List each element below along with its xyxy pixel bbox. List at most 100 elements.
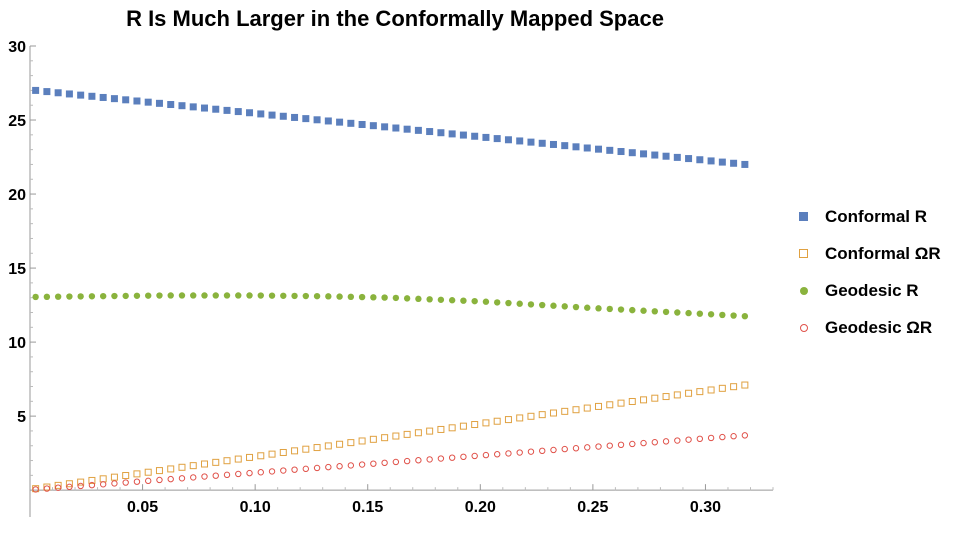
data-point: [741, 432, 749, 439]
data-point: [234, 455, 242, 463]
data-point: [437, 129, 445, 137]
data-point: [415, 457, 422, 464]
data-point: [640, 439, 647, 447]
data-point: [257, 469, 264, 476]
data-point: [144, 98, 152, 106]
data-point: [741, 312, 749, 320]
data-point: [426, 128, 434, 136]
data-point: [673, 153, 681, 161]
data-point: [606, 305, 613, 313]
data-point: [730, 159, 738, 167]
data-point: [167, 475, 174, 483]
data-point: [280, 292, 287, 299]
data-point: [358, 461, 366, 468]
data-point: [617, 399, 625, 407]
data-point: [77, 482, 84, 490]
data-point: [707, 386, 715, 394]
data-point: [291, 466, 298, 473]
data-point: [437, 455, 445, 462]
y-tick-label: 25: [8, 113, 26, 130]
data-point: [718, 384, 726, 392]
data-point: [66, 483, 73, 491]
data-point: [403, 430, 411, 438]
data-point: [246, 292, 253, 299]
data-point: [212, 458, 220, 466]
data-point: [696, 156, 704, 164]
y-tick-label: 5: [17, 409, 26, 426]
data-point: [414, 126, 422, 134]
data-point: [617, 306, 625, 313]
data-point: [617, 148, 625, 156]
data-point: [133, 478, 141, 485]
data-point: [133, 292, 141, 299]
data-point: [707, 434, 715, 442]
data-point: [313, 116, 321, 124]
data-point: [32, 293, 39, 301]
data-point: [392, 124, 400, 132]
data-point: [628, 397, 636, 405]
data-point: [504, 136, 512, 144]
data-point: [561, 407, 569, 415]
data-point: [662, 308, 670, 316]
data-point: [133, 470, 141, 478]
data-point: [674, 309, 681, 316]
data-point: [223, 471, 231, 479]
data-point: [313, 444, 321, 452]
data-point: [111, 480, 118, 487]
data-point: [583, 144, 591, 152]
data-point: [482, 298, 490, 305]
data-point: [493, 299, 501, 306]
data-point: [538, 411, 546, 419]
legend-marker-filled-square-icon: [790, 209, 818, 225]
data-point: [223, 292, 231, 299]
data-point: [403, 125, 411, 133]
data-point: [707, 311, 715, 318]
data-point: [268, 450, 276, 458]
data-point: [561, 303, 568, 310]
data-point: [595, 402, 603, 410]
data-point: [336, 118, 344, 126]
axes: [29, 46, 773, 517]
data-point: [707, 157, 715, 165]
data-point: [561, 142, 569, 150]
data-point: [685, 436, 692, 443]
data-point: [504, 416, 512, 424]
data-point: [77, 91, 85, 99]
data-point: [662, 152, 670, 160]
data-point: [313, 464, 321, 472]
data-point: [370, 294, 377, 301]
data-point: [482, 133, 490, 141]
data-point: [110, 473, 118, 481]
data-point: [572, 303, 580, 311]
data-point: [662, 393, 670, 401]
data-point: [268, 111, 276, 119]
data-point: [685, 309, 692, 317]
data-point: [279, 448, 287, 456]
series-geodesic-r: [32, 292, 749, 320]
data-point: [302, 115, 310, 123]
data-point: [493, 135, 501, 143]
data-point: [223, 106, 231, 114]
data-point: [595, 305, 602, 312]
data-point: [167, 465, 175, 473]
data-point: [516, 414, 524, 422]
data-point: [369, 122, 377, 130]
data-point: [730, 312, 737, 319]
data-point: [549, 140, 557, 148]
data-point: [99, 481, 107, 488]
data-point: [527, 138, 535, 146]
data-point: [448, 424, 456, 432]
data-point: [460, 453, 467, 461]
data-point: [741, 160, 749, 168]
data-point: [584, 444, 591, 451]
data-point: [719, 433, 726, 441]
data-point: [325, 293, 332, 300]
data-point: [246, 453, 254, 461]
data-point: [291, 292, 298, 300]
data-point: [66, 293, 73, 300]
legend-label: Geodesic ΩR: [825, 317, 933, 337]
data-point: [43, 88, 51, 96]
data-point: [448, 454, 456, 461]
data-point: [302, 445, 310, 453]
data-point: [257, 452, 265, 460]
